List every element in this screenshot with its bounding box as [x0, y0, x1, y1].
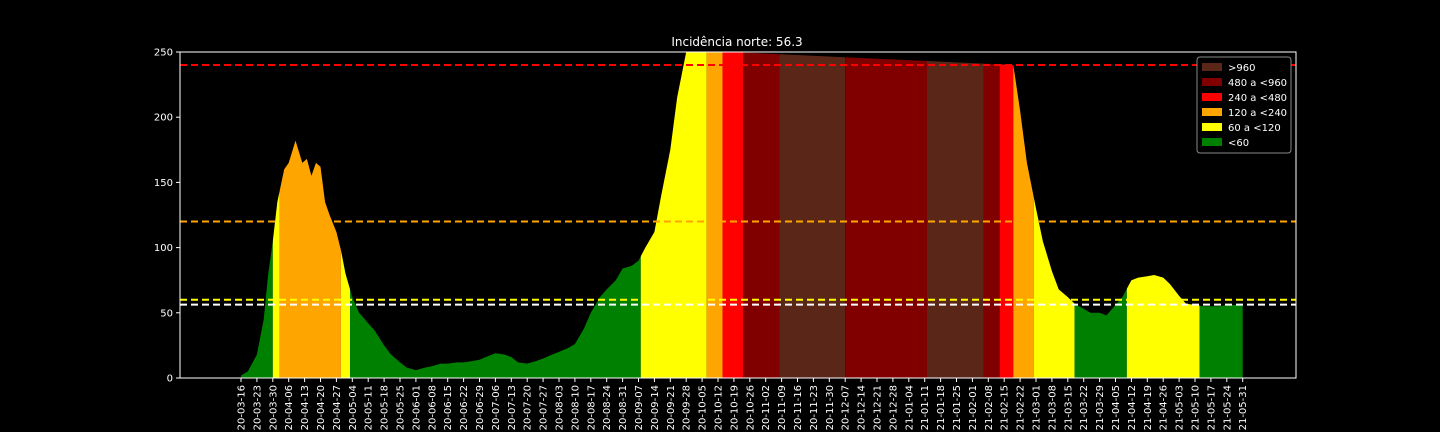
x-tick-label-52: 21-03-15	[1063, 385, 1074, 430]
legend-swatch-2	[1202, 93, 1222, 101]
x-tick-label-22: 20-08-17	[586, 385, 597, 430]
y-tick-label-5: 250	[154, 48, 173, 59]
x-tick-label-58: 21-04-26	[1159, 385, 1170, 430]
x-tick-label-25: 20-09-07	[634, 385, 645, 430]
chart-title: Incidência norte: 56.3	[671, 35, 802, 49]
x-tick-label-17: 20-07-13	[507, 385, 518, 430]
x-tick-label-32: 20-10-26	[745, 385, 756, 430]
x-tick-label-50: 21-03-01	[1032, 385, 1043, 430]
x-tick-label-57: 21-04-19	[1143, 385, 1154, 430]
x-tick-label-55: 21-04-05	[1111, 385, 1122, 430]
x-tick-label-1: 20-03-23	[252, 385, 263, 430]
x-tick-label-12: 20-06-08	[427, 385, 438, 430]
x-tick-label-26: 20-09-14	[650, 385, 661, 430]
legend-swatch-3	[1202, 108, 1222, 116]
x-tick-label-31: 20-10-19	[729, 385, 740, 430]
x-tick-label-16: 20-07-06	[491, 385, 502, 430]
band-1	[272, 52, 280, 378]
y-tick-label-2: 100	[154, 243, 173, 254]
x-tick-label-60: 21-05-10	[1191, 385, 1202, 430]
x-tick-label-63: 21-05-31	[1238, 385, 1249, 430]
x-tick-label-34: 20-11-09	[777, 385, 788, 430]
band-8	[742, 52, 780, 378]
x-tick-label-9: 20-05-18	[380, 385, 391, 430]
x-tick-label-47: 21-02-08	[984, 385, 995, 430]
y-tick-label-0: 0	[167, 374, 173, 385]
x-tick-label-18: 20-07-20	[523, 385, 534, 430]
band-7	[722, 52, 743, 378]
x-tick-label-10: 20-05-25	[396, 385, 407, 430]
x-tick-label-5: 20-04-20	[316, 385, 327, 430]
x-tick-label-30: 20-10-12	[714, 385, 725, 430]
x-tick-label-0: 20-03-16	[237, 385, 248, 430]
legend: >960 480 a <960 240 a <480 120 a <240 60 a <…	[1196, 56, 1292, 154]
axes: 0 50 100 150 200 250 20-03-16 20-03-23 20-03-30 2…	[154, 48, 1297, 430]
x-tick-label-61: 21-05-17	[1206, 385, 1217, 430]
x-tick-label-62: 21-05-24	[1222, 385, 1233, 430]
x-tick-label-24: 20-08-31	[618, 385, 629, 430]
legend-label-2: 240 a <480	[1228, 93, 1287, 104]
x-tick-label-15: 20-06-29	[475, 385, 486, 430]
legend-swatch-5	[1202, 138, 1222, 146]
band-13	[999, 52, 1014, 378]
x-tick-label-44: 21-01-18	[936, 385, 947, 430]
x-tick-label-46: 21-02-01	[968, 385, 979, 430]
plot-area	[180, 52, 1296, 378]
x-tick-label-20: 20-08-03	[555, 385, 566, 430]
x-tick-label-36: 20-11-23	[809, 385, 820, 430]
x-tick-label-39: 20-12-14	[857, 385, 868, 430]
x-tick-label-51: 21-03-08	[1047, 385, 1058, 430]
x-tick-label-29: 20-10-05	[698, 385, 709, 430]
y-tick-label-1: 50	[160, 308, 173, 319]
x-tick-label-53: 21-03-22	[1079, 385, 1090, 430]
x-tick-label-4: 20-04-13	[300, 385, 311, 430]
x-tick-label-40: 20-12-21	[873, 385, 884, 430]
x-tick-label-28: 20-09-28	[682, 385, 693, 430]
legend-label-3: 120 a <240	[1228, 108, 1287, 119]
x-tick-label-14: 20-06-22	[459, 385, 470, 430]
legend-label-0: >960	[1228, 63, 1255, 74]
x-tick-label-11: 20-06-01	[411, 385, 422, 430]
band-12	[983, 52, 1000, 378]
x-tick-label-48: 21-02-15	[1000, 385, 1011, 430]
x-tick-label-38: 20-12-07	[841, 385, 852, 430]
plot-frame	[179, 51, 1297, 379]
legend-swatch-1	[1202, 78, 1222, 86]
x-tick-label-45: 21-01-25	[952, 385, 963, 430]
x-tick-label-54: 21-03-29	[1095, 385, 1106, 430]
x-tick-label-23: 20-08-24	[602, 385, 613, 430]
y-tick-label-4: 200	[154, 113, 173, 124]
x-tick-label-41: 20-12-28	[888, 385, 899, 430]
legend-label-5: <60	[1228, 138, 1249, 149]
y-tick-label-3: 150	[154, 178, 173, 189]
x-tick-label-43: 21-01-11	[920, 385, 931, 430]
x-tick-label-27: 20-09-21	[666, 385, 677, 430]
x-tick-label-21: 20-08-10	[570, 385, 581, 430]
band-9	[779, 52, 846, 378]
x-tick-label-8: 20-05-11	[364, 385, 375, 430]
legend-swatch-4	[1202, 123, 1222, 131]
x-tick-label-6: 20-04-27	[332, 385, 343, 430]
x-tick-label-42: 21-01-04	[904, 385, 915, 430]
x-tick-label-7: 20-05-04	[348, 385, 359, 430]
x-tick-label-3: 20-04-06	[284, 385, 295, 430]
legend-label-1: 480 a <960	[1228, 78, 1287, 89]
x-tick-label-59: 21-05-03	[1175, 385, 1186, 430]
x-tick-label-35: 20-11-16	[793, 385, 804, 430]
legend-label-4: 60 a <120	[1228, 123, 1281, 134]
band-10	[845, 52, 927, 378]
x-tick-label-13: 20-06-15	[443, 385, 454, 430]
x-tick-label-2: 20-03-30	[268, 385, 279, 430]
band-6	[706, 52, 723, 378]
x-tick-label-33: 20-11-02	[761, 385, 772, 430]
x-tick-label-37: 20-11-30	[825, 385, 836, 430]
band-11	[926, 52, 984, 378]
x-tick-label-49: 21-02-22	[1016, 385, 1027, 430]
x-tick-label-19: 20-07-27	[539, 385, 550, 430]
legend-swatch-0	[1202, 63, 1222, 71]
x-tick-label-56: 21-04-12	[1127, 385, 1138, 430]
